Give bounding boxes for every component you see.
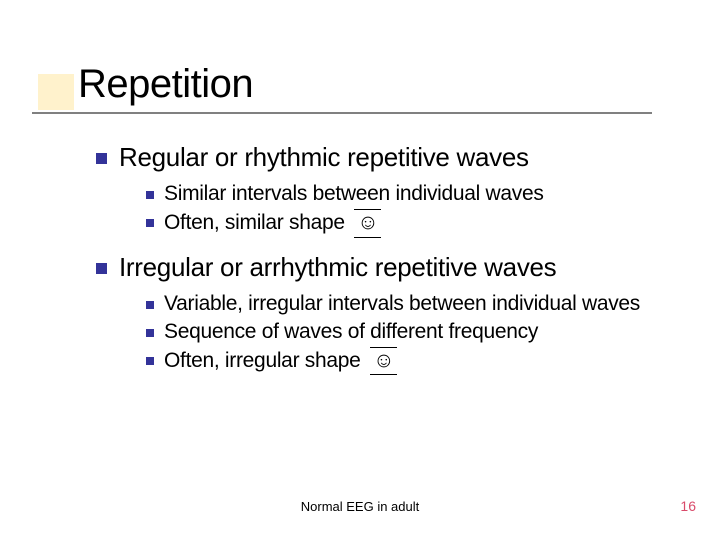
lvl2-text-part: Often, irregular shape <box>164 349 361 372</box>
list-item: Regular or rhythmic repetitive waves <box>96 142 686 173</box>
square-bullet-icon <box>146 329 154 337</box>
slide-title: Repetition <box>78 62 253 107</box>
sub-list: Variable, irregular intervals between in… <box>146 291 686 376</box>
square-bullet-icon <box>146 357 154 365</box>
lvl2-text: Similar intervals between individual wav… <box>164 181 544 207</box>
list-item: Often, irregular shape ☺ <box>146 347 686 375</box>
lvl2-text: Often, similar shape ☺ <box>164 209 381 237</box>
lvl2-text: Sequence of waves of different frequency <box>164 319 538 345</box>
list-item: Irregular or arrhythmic repetitive waves <box>96 252 686 283</box>
square-bullet-icon <box>146 219 154 227</box>
smiley-icon: ☺ <box>354 209 381 237</box>
bullet-item-regular: Regular or rhythmic repetitive waves Sim… <box>96 142 686 238</box>
list-item: Similar intervals between individual wav… <box>146 181 686 207</box>
square-bullet-icon <box>146 191 154 199</box>
content-area: Regular or rhythmic repetitive waves Sim… <box>96 142 686 389</box>
lvl2-text: Variable, irregular intervals between in… <box>164 291 640 317</box>
list-item: Sequence of waves of different frequency <box>146 319 686 345</box>
square-bullet-icon <box>146 301 154 309</box>
square-bullet-icon <box>96 263 107 274</box>
smiley-icon: ☺ <box>370 347 397 375</box>
bullet-item-irregular: Irregular or arrhythmic repetitive waves… <box>96 252 686 376</box>
title-underline <box>32 112 652 114</box>
lvl2-text: Often, irregular shape ☺ <box>164 347 397 375</box>
lvl1-text: Irregular or arrhythmic repetitive waves <box>119 252 556 283</box>
lvl2-text-part: Often, similar shape <box>164 211 345 234</box>
square-bullet-icon <box>96 153 107 164</box>
list-item: Often, similar shape ☺ <box>146 209 686 237</box>
title-accent-box <box>38 74 74 110</box>
sub-list: Similar intervals between individual wav… <box>146 181 686 238</box>
title-container: Repetition <box>78 62 253 107</box>
list-item: Variable, irregular intervals between in… <box>146 291 686 317</box>
page-number: 16 <box>680 498 696 514</box>
footer-text: Normal EEG in adult <box>0 499 720 514</box>
lvl1-text: Regular or rhythmic repetitive waves <box>119 142 529 173</box>
